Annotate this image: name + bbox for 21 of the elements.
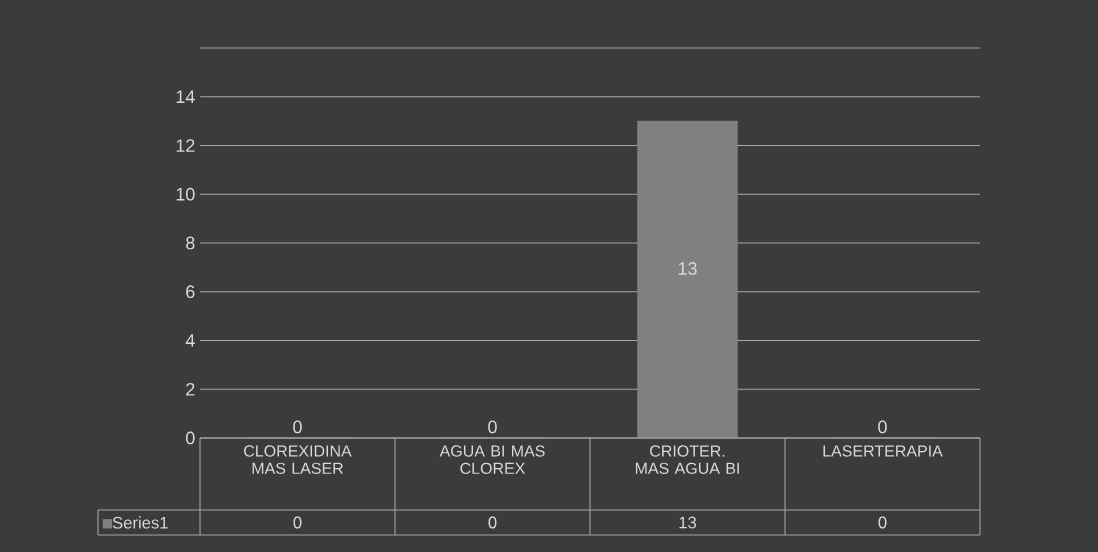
data-label: 0 (488, 516, 497, 529)
annotation: 0 (488, 420, 497, 434)
annotation: 13 (678, 262, 697, 275)
y-tick-label: 4 (185, 334, 195, 347)
y-tick-label: 6 (186, 285, 195, 299)
x-tick-label: LASERTERAPIA (823, 445, 943, 457)
y-tick-label: 0 (186, 431, 195, 445)
legend-label: Series1 (112, 516, 168, 529)
x-tick-label: CLOREXIDINA MAS LASER (244, 445, 352, 475)
y-tick-label: 12 (176, 139, 195, 152)
data-label: 0 (293, 516, 302, 529)
y-tick-label: 8 (186, 236, 195, 250)
data-label: 0 (878, 516, 887, 529)
annotation: 0 (293, 420, 302, 434)
data-label: 13 (679, 516, 697, 529)
x-tick-label: AGUA BI MAS CLOREX (439, 445, 545, 475)
annotation: 0 (878, 420, 887, 434)
y-tick-label: 2 (186, 382, 195, 396)
y-tick-label: 10 (176, 187, 195, 201)
y-tick-label: 14 (176, 90, 195, 103)
x-tick-label: CRIOTER. MAS AGUA BI (635, 445, 739, 475)
